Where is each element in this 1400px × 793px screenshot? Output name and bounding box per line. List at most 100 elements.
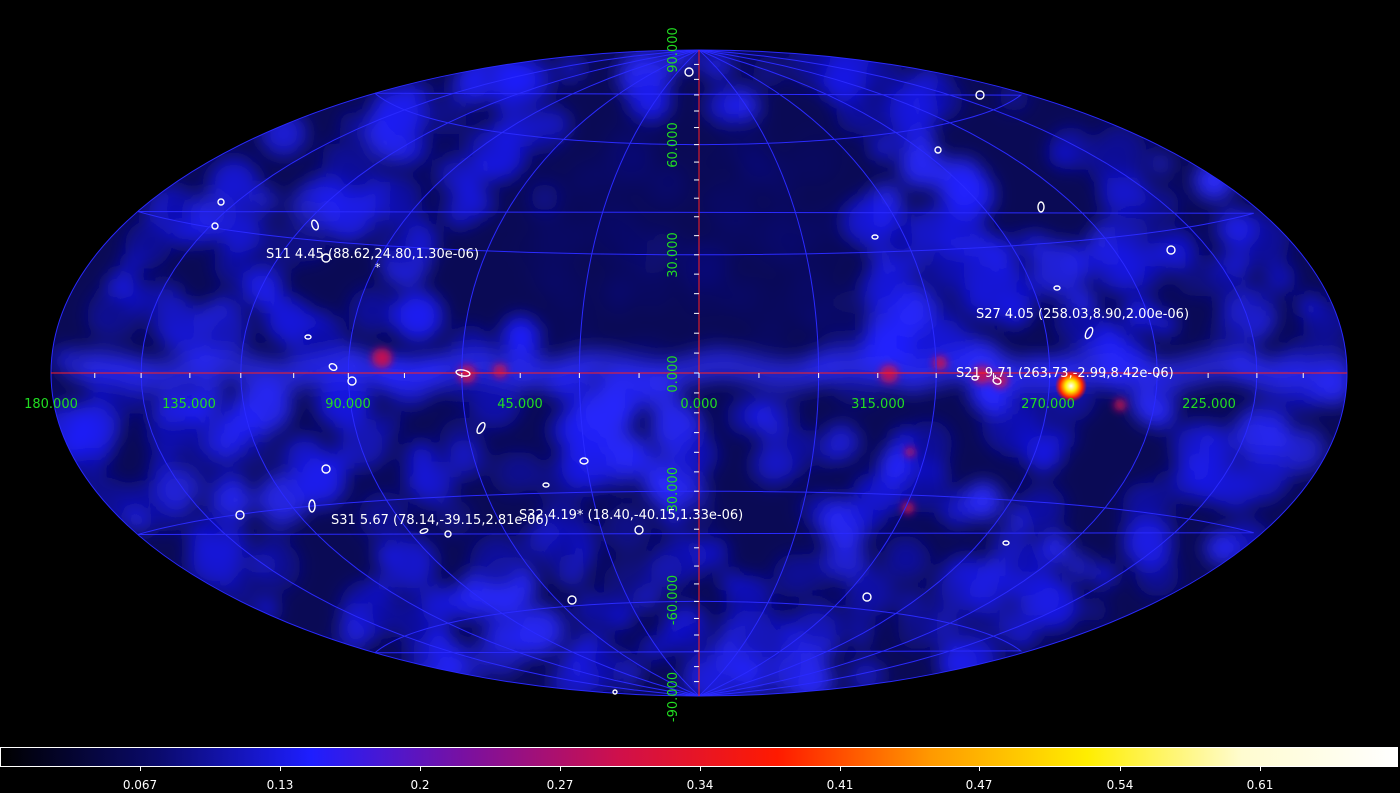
emission-blob (1150, 153, 1172, 175)
axis-ticks (94, 63, 1304, 683)
source-marker[interactable] (1002, 540, 1010, 546)
source-marker[interactable] (308, 499, 316, 513)
hot-emission (902, 502, 914, 514)
emission-blob (123, 281, 157, 315)
emission-blob (943, 169, 995, 221)
source-marker[interactable] (304, 334, 312, 340)
source-marker[interactable] (871, 234, 879, 240)
emission-blob (865, 56, 903, 94)
source-marker[interactable] (1037, 201, 1045, 213)
emission-blob (1031, 241, 1087, 297)
source-label-s21[interactable]: S21 9.71 (263.73,-2.99,8.42e-06) (956, 366, 1174, 381)
emission-blob (460, 124, 496, 161)
source-marker[interactable] (419, 527, 429, 535)
source-label-s31[interactable]: S31 5.67 (78.14,-39.15,2.81e-06) (331, 513, 549, 528)
emission-blob (1015, 627, 1036, 648)
emission-blob (765, 174, 798, 206)
source-markers: * (211, 67, 1176, 695)
emission-blob (573, 543, 596, 566)
emission-blob (798, 494, 825, 521)
emission-blob (339, 111, 370, 142)
source-label-s32[interactable]: S32 4.19* (18.40,-40.15,1.33e-06) (519, 508, 743, 523)
emission-blob (1018, 483, 1066, 531)
emission-blob (968, 573, 1009, 614)
source-marker[interactable] (971, 375, 979, 381)
source-marker[interactable] (567, 595, 577, 605)
source-marker[interactable] (328, 362, 338, 371)
emission-blob (1055, 427, 1076, 448)
emission-blob (718, 569, 740, 591)
emission-blob (1094, 243, 1145, 295)
emission-blob (896, 590, 924, 617)
emission-blob (155, 467, 200, 512)
source-label-s27[interactable]: S27 4.05 (258.03,8.90,2.00e-06) (976, 307, 1189, 322)
lat-label-minus30: -30.000 (666, 467, 681, 517)
colorbar-tick: 0.13 (266, 778, 294, 792)
source-marker[interactable] (934, 146, 942, 154)
hot-emission (880, 365, 898, 383)
emission-blob (1210, 314, 1250, 355)
emission-blob (1215, 208, 1255, 248)
emission-blob (1175, 455, 1221, 501)
emission-blob (383, 536, 436, 590)
emission-blob (684, 496, 716, 528)
emission-blob (949, 636, 1000, 688)
emission-blob (750, 323, 789, 362)
emission-blob (119, 251, 145, 277)
source-marker[interactable] (1166, 245, 1176, 255)
source-marker[interactable] (612, 689, 618, 695)
emission-blob (504, 452, 543, 491)
source-marker[interactable] (579, 457, 589, 465)
emission-blob (529, 259, 564, 295)
emission-blob (638, 634, 666, 662)
source-marker[interactable] (321, 464, 331, 474)
emission-blob (1053, 294, 1104, 345)
emission-blob (260, 110, 307, 157)
emission-blob (120, 386, 148, 415)
bright-source-glow (1055, 370, 1087, 402)
emission-blob (897, 609, 938, 650)
source-marker[interactable] (862, 592, 872, 602)
emission-blob (612, 435, 653, 475)
emission-blob (91, 386, 112, 408)
emission-blob (371, 603, 397, 630)
source-marker[interactable] (684, 67, 694, 77)
emission-blob (925, 576, 969, 620)
source-marker[interactable] (1053, 285, 1061, 291)
source-label-s11[interactable]: S11 4.45 (88.62,24.80,1.30e-06) (266, 247, 479, 262)
emission-blob (604, 504, 652, 553)
source-marker[interactable] (444, 530, 452, 538)
source-marker[interactable] (992, 377, 1002, 385)
colorbar-tick: 0.067 (122, 778, 158, 792)
emission-blob (998, 295, 1031, 328)
source-marker[interactable] (475, 421, 486, 435)
source-marker[interactable] (634, 525, 644, 535)
source-marker[interactable] (211, 222, 219, 230)
emission-blob (667, 50, 697, 71)
emission-blob (1157, 228, 1198, 268)
source-marker[interactable] (455, 369, 471, 377)
source-marker[interactable] (542, 482, 550, 488)
source-marker[interactable] (347, 376, 357, 386)
hot-emission (372, 348, 392, 368)
emission-blob (599, 276, 631, 309)
emission-blob (963, 481, 1003, 520)
emission-blob (801, 311, 822, 333)
source-marker[interactable] (321, 253, 331, 263)
source-marker[interactable] (975, 90, 985, 100)
emission-blob (1010, 411, 1060, 461)
emission-blob (557, 55, 585, 82)
sky-map[interactable]: 180.000 135.000 90.000 45.000 0.000 315.… (0, 0, 1400, 745)
source-marker[interactable] (1084, 326, 1095, 340)
source-marker[interactable] (217, 198, 225, 206)
source-marker[interactable] (235, 510, 245, 520)
emission-blob (1193, 160, 1235, 201)
emission-blob (728, 206, 749, 227)
emission-blob (1297, 293, 1322, 318)
source-marker[interactable] (310, 219, 319, 231)
emission-blob (751, 443, 795, 487)
emission-blob (851, 198, 875, 221)
emission-blob (712, 286, 737, 311)
emission-blob (825, 538, 868, 580)
emission-blob (88, 307, 115, 335)
